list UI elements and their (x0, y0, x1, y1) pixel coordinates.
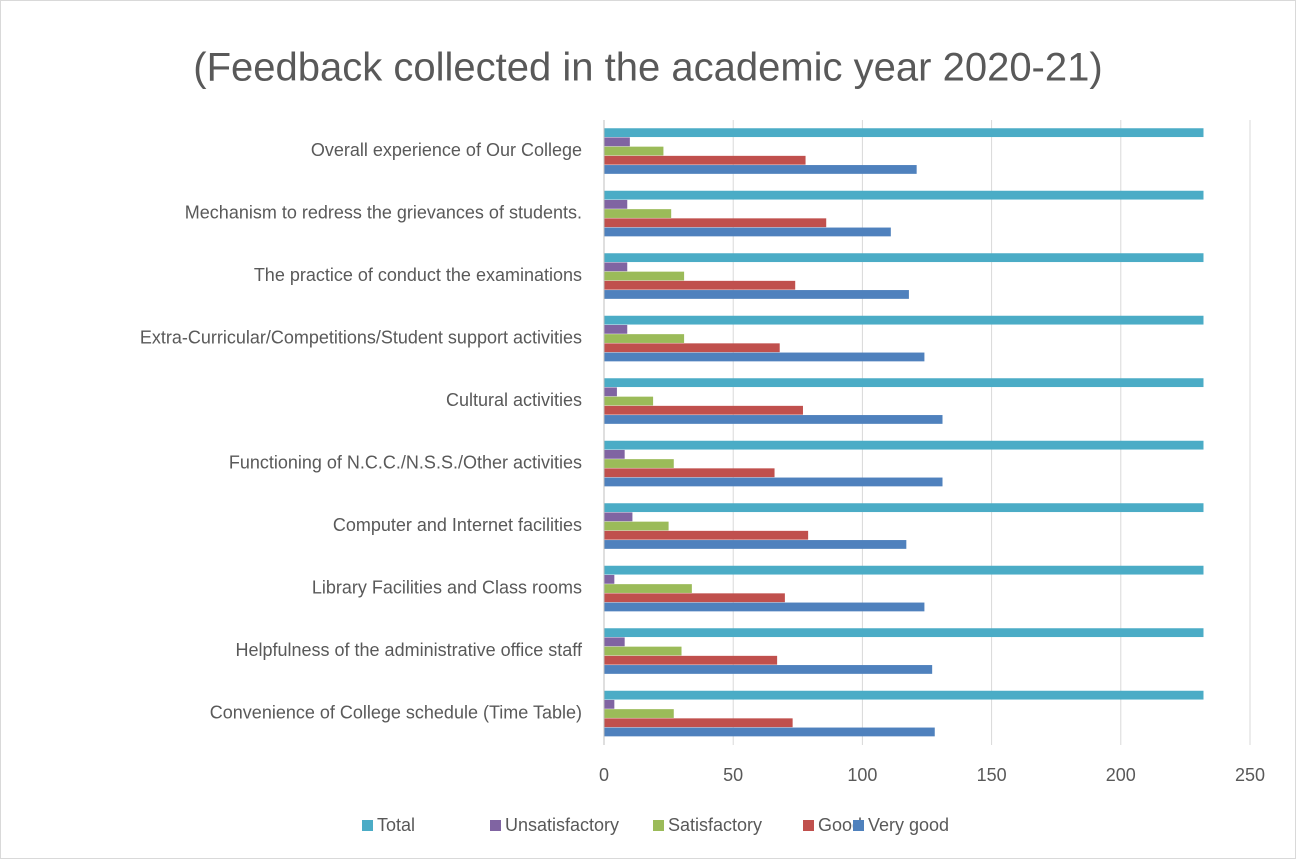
bar (604, 727, 935, 737)
y-tick-label: Computer and Internet facilities (333, 515, 582, 535)
bar (604, 405, 803, 415)
bar (604, 646, 682, 656)
bar (604, 690, 1204, 700)
y-tick-label: The practice of conduct the examinations (254, 265, 582, 285)
bar (604, 637, 625, 647)
x-tick-label: 0 (599, 765, 609, 785)
x-tick-label: 50 (723, 765, 743, 785)
bar (604, 530, 809, 540)
bar (604, 574, 615, 584)
bar (604, 665, 933, 674)
bar (604, 521, 669, 531)
bar (604, 718, 793, 728)
bar (604, 655, 778, 665)
bar (604, 503, 1204, 513)
x-tick-label: 150 (977, 765, 1007, 785)
bar (604, 271, 685, 281)
y-tick-label: Extra-Curricular/Competitions/Student su… (140, 328, 582, 348)
bar (604, 449, 625, 459)
bar (604, 324, 628, 334)
bar (604, 593, 785, 603)
bar (604, 699, 615, 709)
legend-label: Unsatisfactory (505, 815, 619, 835)
bar (604, 352, 925, 362)
legend-swatch (803, 820, 814, 831)
bar (604, 565, 1204, 575)
bar (604, 387, 617, 397)
y-tick-label: Cultural activities (446, 390, 582, 410)
y-tick-label: Convenience of College schedule (Time Ta… (210, 703, 582, 723)
bar (604, 343, 780, 353)
legend-label: Total (377, 815, 415, 835)
bar (604, 378, 1204, 388)
legend-label: Satisfactory (668, 815, 762, 835)
bar (604, 209, 672, 218)
legend-swatch (853, 820, 864, 831)
x-tick-label: 100 (847, 765, 877, 785)
x-tick-label: 200 (1106, 765, 1136, 785)
bar (604, 512, 633, 522)
bar (604, 227, 891, 237)
y-tick-label: Helpfulness of the administrative office… (235, 640, 583, 660)
y-tick-label: Functioning of N.C.C./N.S.S./Other activ… (229, 453, 582, 473)
bar (604, 459, 674, 468)
bar (604, 584, 692, 593)
bar (604, 628, 1204, 638)
bar (604, 540, 907, 549)
bar (604, 155, 806, 165)
bar (604, 315, 1204, 325)
bar (604, 137, 630, 147)
bar (604, 165, 917, 174)
bar (604, 262, 628, 272)
bar (604, 440, 1204, 450)
bar (604, 709, 674, 718)
y-tick-label: Mechanism to redress the grievances of s… (185, 203, 582, 223)
bar (604, 218, 827, 228)
legend-swatch (490, 820, 501, 831)
bar (604, 199, 628, 209)
x-tick-label: 250 (1235, 765, 1265, 785)
bar (604, 415, 943, 424)
bar (604, 190, 1204, 200)
bar (604, 280, 796, 290)
bar (604, 253, 1204, 263)
chart-title: (Feedback collected in the academic year… (193, 46, 1102, 90)
bar (604, 396, 654, 406)
bar (604, 146, 664, 156)
y-tick-label: Overall experience of Our College (311, 140, 582, 160)
bar (604, 477, 943, 487)
bar (604, 290, 909, 299)
legend-swatch (362, 820, 373, 831)
legend-swatch (653, 820, 664, 831)
y-tick-label: Library Facilities and Class rooms (312, 578, 582, 598)
bar (604, 468, 775, 478)
legend-label: Good (818, 815, 862, 835)
bar (604, 128, 1204, 138)
bar (604, 334, 685, 343)
bar (604, 602, 925, 612)
legend-label: Very good (868, 815, 949, 835)
